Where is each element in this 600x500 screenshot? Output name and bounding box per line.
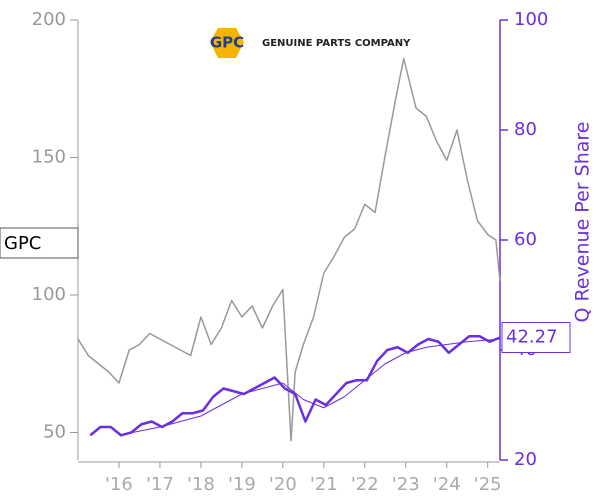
x-tick-label: '18 [187,474,215,495]
y-tick-label: 200 [32,9,66,30]
y2-tick-label: 20 [514,449,537,470]
logo-mark: GPC [210,34,244,52]
series-line [118,338,501,436]
y2-tick-label: 100 [514,9,548,30]
y-tick-label: 50 [43,422,66,443]
y-tick-label: 150 [32,147,66,168]
x-tick-label: '17 [146,474,174,495]
value-label: 42.27 [506,327,558,348]
y2-axis-label: Q Revenue Per Share [572,122,594,323]
series-line [89,335,501,437]
annotation: GPC [4,233,41,254]
annotation-box [0,227,79,259]
x-tick-label: '22 [351,474,379,495]
logo-text: GENUINE PARTS COMPANY [262,38,411,49]
x-tick-label: '21 [310,474,338,495]
y2-tick-label: 60 [514,229,537,250]
y2-tick-label: 80 [514,119,537,140]
value-label-box [501,322,571,354]
logo: GPC GENUINE PARTS COMPANY [210,28,411,58]
x-tick-label: '20 [269,474,297,495]
x-tick-label: '23 [392,474,420,495]
x-tick-label: '25 [474,474,502,495]
x-tick-label: '24 [433,474,461,495]
series-line [77,57,501,442]
x-tick-label: '16 [105,474,133,495]
y-tick-label: 100 [32,284,66,305]
logo-badge [210,28,244,58]
x-tick-label: '19 [228,474,256,495]
